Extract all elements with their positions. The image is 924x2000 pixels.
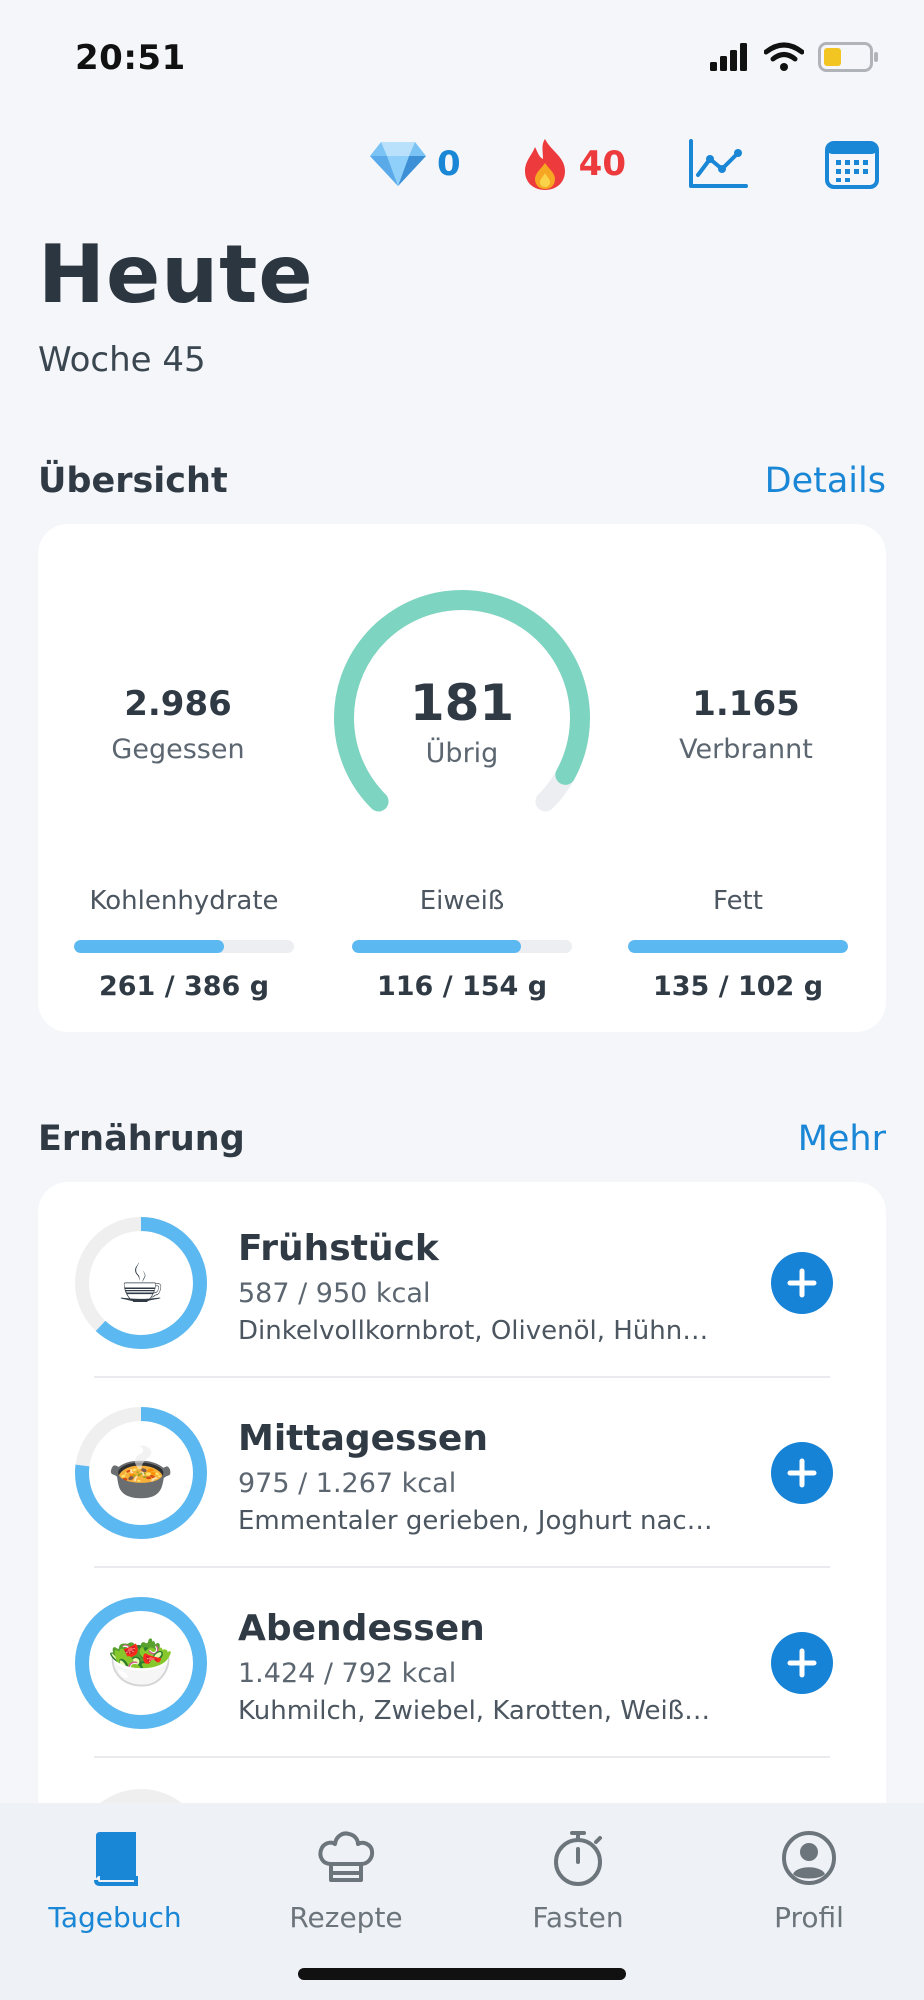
gems-count: 0: [437, 144, 461, 184]
statistics-button[interactable]: [686, 132, 750, 196]
macro-protein: Eiweiß 116 / 154 g: [352, 886, 572, 1002]
meal-divider: [94, 1756, 830, 1758]
eaten-label: Gegessen: [111, 734, 245, 765]
macro-fat-track: [628, 940, 848, 953]
macro-protein-value: 116 / 154 g: [376, 971, 548, 1002]
overview-title: Übersicht: [38, 461, 228, 501]
macro-carbs: Kohlenhydrate 261 / 386 g: [74, 886, 294, 1002]
calendar-button[interactable]: [820, 132, 884, 196]
tab-diary[interactable]: Tagebuch: [15, 1823, 215, 1934]
overview-header: Übersicht Details: [38, 456, 886, 506]
meal-row-breakfast[interactable]: ☕ Frühstück 587 / 950 kcal Dinkelvollkor…: [38, 1182, 886, 1372]
burned-value: 1.165: [692, 684, 800, 724]
tab-diary-label: Tagebuch: [48, 1901, 182, 1934]
meal-name: Mittagessen: [238, 1418, 488, 1459]
macro-carbs-value: 261 / 386 g: [98, 971, 270, 1002]
wifi-icon: [764, 42, 804, 71]
meal-progress-fill: [75, 1407, 207, 1539]
macro-carbs-track: [74, 940, 294, 953]
coffee-icon: ☕: [116, 1251, 166, 1315]
meal-kcal: 1.424 / 792 kcal: [238, 1658, 457, 1689]
streak-count: 40: [578, 144, 626, 184]
profile-icon: [709, 1823, 909, 1893]
diamond-icon: [370, 142, 426, 186]
remaining-stat: 181 Übrig: [322, 674, 602, 769]
tab-profile-label: Profil: [774, 1901, 844, 1934]
burned-label: Verbrannt: [679, 734, 813, 765]
remaining-value: 181: [409, 674, 515, 732]
meal-kcal: 975 / 1.267 kcal: [238, 1468, 457, 1499]
macro-carbs-fill: [74, 940, 224, 953]
eaten-value: 2.986: [124, 684, 232, 724]
macro-protein-fill: [352, 940, 522, 953]
tab-fasting[interactable]: Fasten: [478, 1823, 678, 1934]
line-chart-icon: [689, 139, 748, 188]
top-actions: 0 40: [369, 132, 884, 196]
meal-progress-ring-partial: [83, 1789, 199, 1822]
book-icon: [15, 1823, 215, 1893]
status-bar: 20:51: [0, 0, 924, 110]
add-breakfast-button[interactable]: [771, 1252, 833, 1314]
tab-recipes-label: Rezepte: [289, 1901, 403, 1934]
battery-icon: [818, 42, 878, 72]
cellular-signal-icon: [710, 43, 747, 71]
status-icons: [710, 42, 880, 72]
macro-protein-track: [352, 940, 572, 953]
plus-icon: [787, 1268, 817, 1298]
meal-divider: [94, 1376, 830, 1378]
calorie-gauge: [334, 590, 590, 812]
salad-icon: 🥗: [107, 1631, 175, 1694]
soup-bowl-icon: 🍲: [107, 1441, 175, 1504]
tab-fasting-label: Fasten: [532, 1901, 624, 1934]
stopwatch-icon: [478, 1823, 678, 1893]
macro-fat-fill: [628, 940, 848, 953]
meal-progress-fill: [75, 1217, 207, 1349]
chef-hat-icon: [246, 1823, 446, 1893]
overview-card[interactable]: 2.986 Gegessen 181 Übrig 1.165 Verbrannt…: [38, 524, 886, 1032]
more-link[interactable]: Mehr: [797, 1119, 886, 1159]
meal-progress-ring: [75, 1597, 207, 1729]
nutrition-header: Ernährung Mehr: [38, 1114, 886, 1164]
nutrition-card: ☕ Frühstück 587 / 950 kcal Dinkelvollkor…: [38, 1182, 886, 1822]
meal-items: Emmentaler gerieben, Joghurt nach griech…: [238, 1506, 718, 1536]
meal-progress-ring: [75, 1407, 207, 1539]
remaining-label: Übrig: [425, 738, 499, 769]
flame-icon: [524, 139, 565, 190]
meal-items: Dinkelvollkornbrot, Olivenöl, Hühnereier: [238, 1316, 718, 1346]
meal-name: Frühstück: [238, 1228, 439, 1269]
gauge-fill: [334, 590, 590, 812]
gems-badge[interactable]: 0: [369, 140, 461, 188]
add-dinner-button[interactable]: [771, 1632, 833, 1694]
burned-stat: 1.165 Verbrannt: [626, 684, 866, 765]
details-link[interactable]: Details: [764, 461, 886, 501]
macro-carbs-label: Kohlenhydrate: [89, 886, 279, 916]
nutrition-title: Ernährung: [38, 1119, 245, 1159]
meal-divider: [94, 1566, 830, 1568]
bottom-nav: Tagebuch Rezepte Fasten Pr: [0, 1803, 924, 2000]
page-title: Heute: [38, 228, 314, 321]
week-label: Woche 45: [38, 340, 206, 380]
status-time: 20:51: [75, 38, 186, 78]
meal-row-lunch[interactable]: 🍲 Mittagessen 975 / 1.267 kcal Emmentale…: [38, 1372, 886, 1562]
meal-kcal: 587 / 950 kcal: [238, 1278, 431, 1309]
streak-badge[interactable]: 40: [521, 137, 626, 191]
eaten-stat: 2.986 Gegessen: [58, 684, 298, 765]
meal-name: Abendessen: [238, 1608, 485, 1649]
meal-progress-fill: [75, 1597, 207, 1729]
home-indicator: [298, 1968, 626, 1980]
macro-protein-label: Eiweiß: [419, 886, 505, 916]
meal-items: Kuhmilch, Zwiebel, Karotten, Weißkohl: [238, 1696, 718, 1726]
tab-recipes[interactable]: Rezepte: [246, 1823, 446, 1934]
calendar-icon: [825, 141, 879, 189]
plus-icon: [787, 1648, 817, 1678]
macro-fat: Fett 135 / 102 g: [628, 886, 848, 1002]
macro-fat-label: Fett: [713, 886, 763, 916]
macro-fat-value: 135 / 102 g: [652, 971, 824, 1002]
add-lunch-button[interactable]: [771, 1442, 833, 1504]
plus-icon: [787, 1458, 817, 1488]
tab-profile[interactable]: Profil: [709, 1823, 909, 1934]
meal-progress-ring: [75, 1217, 207, 1349]
meal-row-dinner[interactable]: 🥗 Abendessen 1.424 / 792 kcal Kuhmilch, …: [38, 1562, 886, 1752]
